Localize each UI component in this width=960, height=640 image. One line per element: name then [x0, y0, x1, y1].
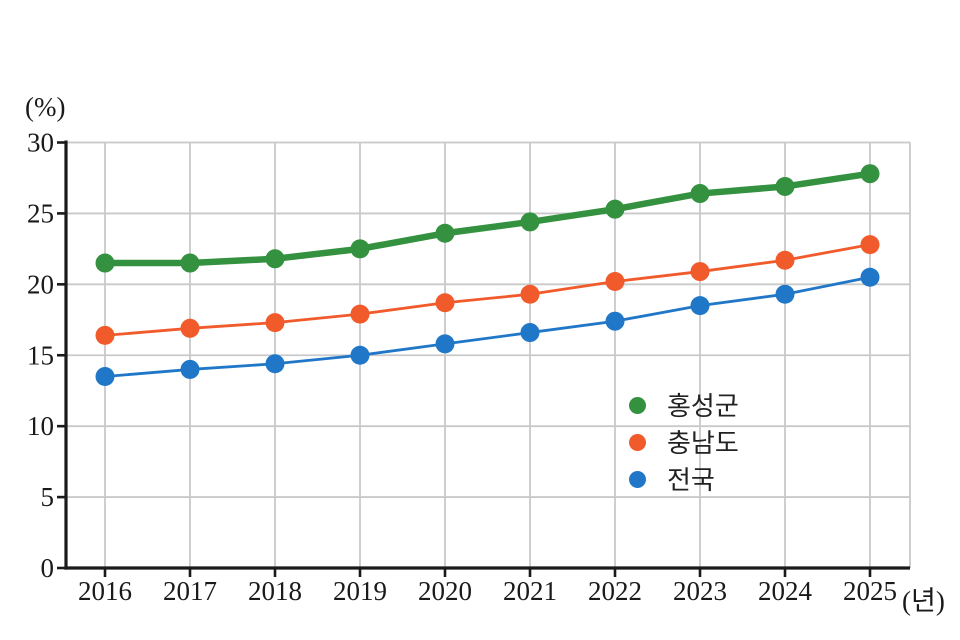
legend-dot-icon: [629, 434, 646, 451]
data-point: [180, 359, 200, 379]
y-tick-label: 5: [41, 482, 55, 512]
data-point: [775, 284, 795, 304]
data-point: [605, 199, 625, 219]
x-tick-labels: 2016 2017 2018 2019 2020 2021 2022 2023 2024 2025: [78, 576, 897, 606]
x-tick-label: 2018: [248, 576, 302, 606]
x-tick-label: 2024: [758, 576, 813, 606]
y-tick-label: 0: [41, 553, 55, 583]
y-tick-label: 25: [27, 198, 54, 228]
x-axis-unit-label: (년): [902, 586, 945, 616]
y-tick-labels: 0 5 10 15 20 25 30: [27, 128, 54, 584]
data-point: [95, 325, 115, 345]
x-tick-label: 2025: [843, 576, 897, 606]
legend-label: 홍성군: [667, 390, 739, 421]
data-point: [860, 235, 880, 255]
x-tick-label: 2017: [163, 576, 217, 606]
data-point: [180, 253, 200, 273]
data-point: [520, 284, 540, 304]
legend-item-national: 전국: [629, 461, 739, 498]
data-point: [690, 184, 710, 204]
data-point: [775, 176, 795, 196]
data-point: [95, 367, 115, 387]
x-tick-label: 2022: [588, 576, 642, 606]
legend-label: 전국: [667, 464, 715, 495]
data-point: [435, 223, 455, 243]
y-tick-label: 20: [27, 269, 54, 299]
data-point: [605, 311, 625, 331]
data-point: [180, 318, 200, 338]
data-point: [435, 334, 455, 354]
y-tick-label: 30: [27, 128, 54, 158]
data-point: [350, 239, 370, 259]
gridlines: [66, 141, 911, 568]
data-point: [605, 271, 625, 291]
legend-item-hongseong: 홍성군: [629, 387, 739, 424]
data-point: [860, 267, 880, 287]
y-tick-label: 10: [27, 411, 54, 441]
x-tick-label: 2020: [418, 576, 472, 606]
series-line-1: [95, 235, 880, 345]
data-point: [520, 323, 540, 343]
data-point: [350, 304, 370, 324]
legend-label: 충남도: [667, 427, 739, 458]
data-point: [860, 164, 880, 184]
data-point: [690, 262, 710, 282]
y-tick-label: 15: [27, 340, 54, 370]
data-point: [265, 313, 285, 333]
legend-item-chungnam: 충남도: [629, 424, 739, 461]
data-point: [265, 249, 285, 269]
series-line-0: [95, 164, 880, 273]
data-point: [435, 293, 455, 313]
x-tick-label: 2021: [503, 576, 557, 606]
x-tick-label: 2019: [333, 576, 387, 606]
legend-dot-icon: [629, 471, 646, 488]
x-tick-label: 2023: [673, 576, 727, 606]
data-point: [350, 345, 370, 365]
x-tick-label: 2016: [78, 576, 132, 606]
legend: 홍성군 충남도 전국: [629, 387, 739, 498]
data-point: [690, 296, 710, 316]
axes: [57, 140, 910, 577]
data-point: [265, 354, 285, 374]
data-point: [520, 212, 540, 232]
series-line-2: [95, 267, 880, 387]
data-point: [775, 250, 795, 270]
data-point: [95, 253, 115, 273]
y-axis-unit-label: (%): [25, 92, 66, 122]
legend-dot-icon: [629, 397, 646, 414]
